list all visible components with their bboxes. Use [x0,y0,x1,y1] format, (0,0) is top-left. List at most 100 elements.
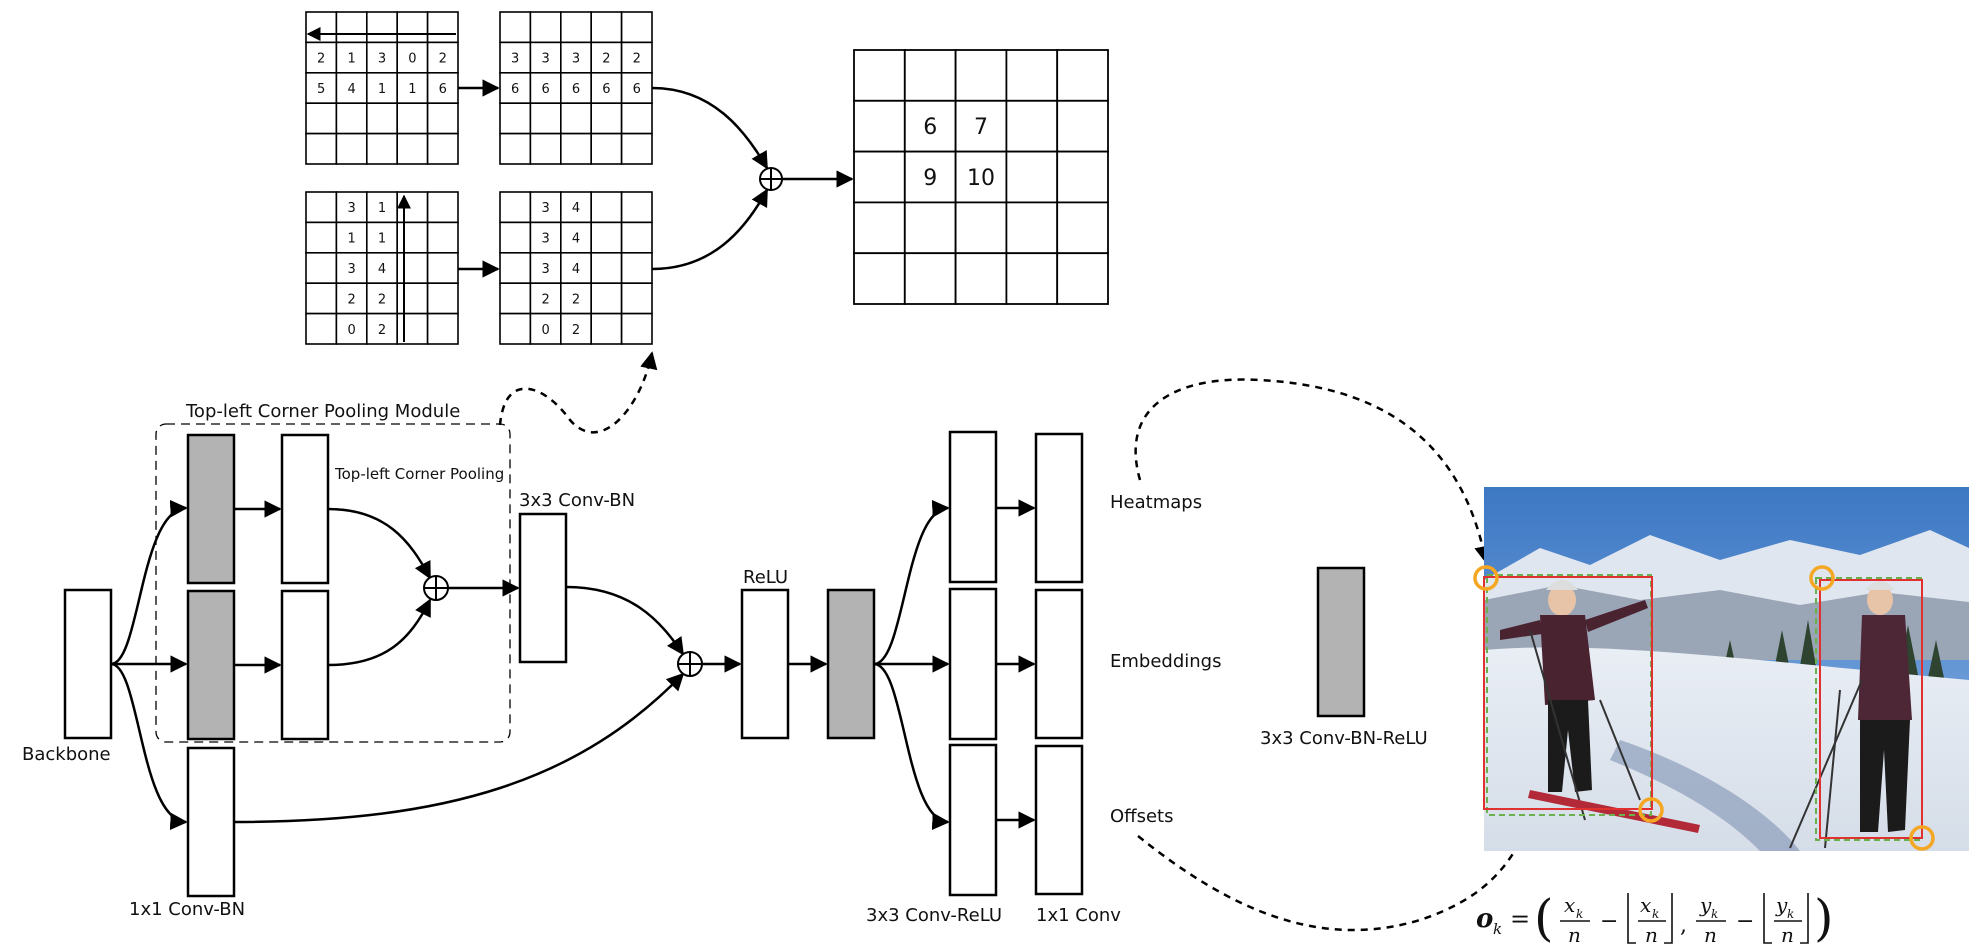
grid-cell-value: 1 [347,232,355,247]
grid-cell [559,102,592,135]
conv-gray-bottom [186,589,236,741]
grid-cell-value: 2 [602,52,610,67]
grid-cell [305,221,338,254]
grid-cell-value: 4 [572,201,580,216]
grid-cell [499,102,532,135]
grid-cell [620,132,653,165]
grid-cell [1056,99,1109,153]
grid-cell-value: 3 [541,232,549,247]
grid-cell [559,132,592,165]
grid-cell-value: 3 [378,52,386,67]
grid-cell-value: 3 [347,201,355,216]
grid-cell-value: 2 [347,292,355,307]
grid-cell-value: 1 [378,201,386,216]
grid-cell-value: 1 [378,232,386,247]
grid-cell [590,312,623,345]
grid-cell [426,102,459,135]
grid-cell-value: 0 [541,323,549,338]
grid-cell [499,11,532,44]
grid-cell-value: 1 [347,52,355,67]
grid-cell-value: 6 [541,82,549,97]
grid-cell [590,102,623,135]
svg-text:): ) [1814,889,1834,947]
grid-cell [590,11,623,44]
grid-cell [426,132,459,165]
curve-b-to-sum [651,86,769,170]
head-conv1-embeddings [1034,588,1084,740]
grid-cell [1005,201,1059,255]
conv3-bn-block [518,512,568,664]
grid-cell-value: 6 [439,82,447,97]
grid-cell [426,282,459,315]
grid-cell [335,132,368,165]
grid-cell-value: 1 [378,82,386,97]
corner-marker [1473,565,1499,591]
grid-cell [335,312,368,345]
grid-cell [954,201,1008,255]
grid-cell [365,41,398,74]
grid-cell [365,221,398,254]
grid-cell-value: 2 [439,52,447,67]
grid-cell-value: 4 [347,82,355,97]
grid-cell [499,282,532,315]
grid-cell-value: 6 [923,115,937,140]
curve-conv-bn-to-sum [565,585,685,656]
grid-cell [620,72,653,105]
relu-block [740,588,790,740]
backbone-block [63,588,113,740]
svg-text:y: y [1699,893,1712,917]
svg-text:x: x [1640,893,1651,917]
grid-cell-value: 6 [511,82,519,97]
grid-cell [590,252,623,285]
grid-cell [620,252,653,285]
grid-cell [426,191,459,224]
conv1-bn-label: 1x1 Conv-BN [129,899,245,920]
backbone-label: Backbone [22,744,111,765]
grid-cell [529,132,562,165]
svg-text:,: , [1680,913,1687,938]
grid-cell [396,252,429,285]
corner-pooling-label: Top-left Corner Pooling [334,465,504,483]
grid-cell-value: 6 [602,82,610,97]
svg-text:k: k [1576,907,1583,921]
head-conv-relu-offsets [948,743,998,897]
grid-cell [365,11,398,44]
legend-box-label: 3x3 Conv-BN-ReLU [1260,728,1428,749]
skier-left [1500,580,1700,833]
grid-cell [853,49,906,102]
grid-cell-value: 0 [347,323,355,338]
svg-text:x: x [1564,893,1575,917]
grid-cell [305,72,338,105]
grid-cell [529,102,562,135]
grid-cell [1056,150,1109,204]
grid-cell [1005,99,1059,153]
curve-d-to-sum [651,188,769,271]
svg-text:k: k [1787,907,1794,921]
heatmaps-label: Heatmaps [1110,492,1202,513]
grid-cell-value: 4 [572,262,580,277]
grid-cell-value: 4 [572,232,580,247]
pool-bottom [280,589,330,741]
grid-cell [620,11,653,44]
curve-pool-top-to-sum [327,507,432,580]
svg-text:(: ( [1534,889,1554,947]
grid-b: 3 3 3 2 2 6 6 6 6 6 [499,11,653,165]
sum-node-top [759,167,783,191]
grid-cell [396,282,429,315]
grid-cell [529,312,562,345]
grid-cell [305,312,338,345]
offset-formula: o k = ( x k n − x k n , y k n − y k n ) [1476,889,1834,947]
grid-cell [954,150,1008,204]
grid-cell-value: 10 [967,166,995,191]
svg-text:k: k [1652,907,1659,921]
grid-cell [620,191,653,224]
grid-d: 3 4 3 4 3 4 2 2 0 2 [499,191,653,345]
grid-cell [620,282,653,315]
grid-cell-value: 4 [378,262,386,277]
grid-cell [499,221,532,254]
conv1-label: 1x1 Conv [1036,905,1121,926]
svg-text:−: − [1600,909,1618,934]
curve-skip-to-sum [233,672,685,824]
conv-gray-head [826,588,876,740]
grid-cell [853,201,906,255]
